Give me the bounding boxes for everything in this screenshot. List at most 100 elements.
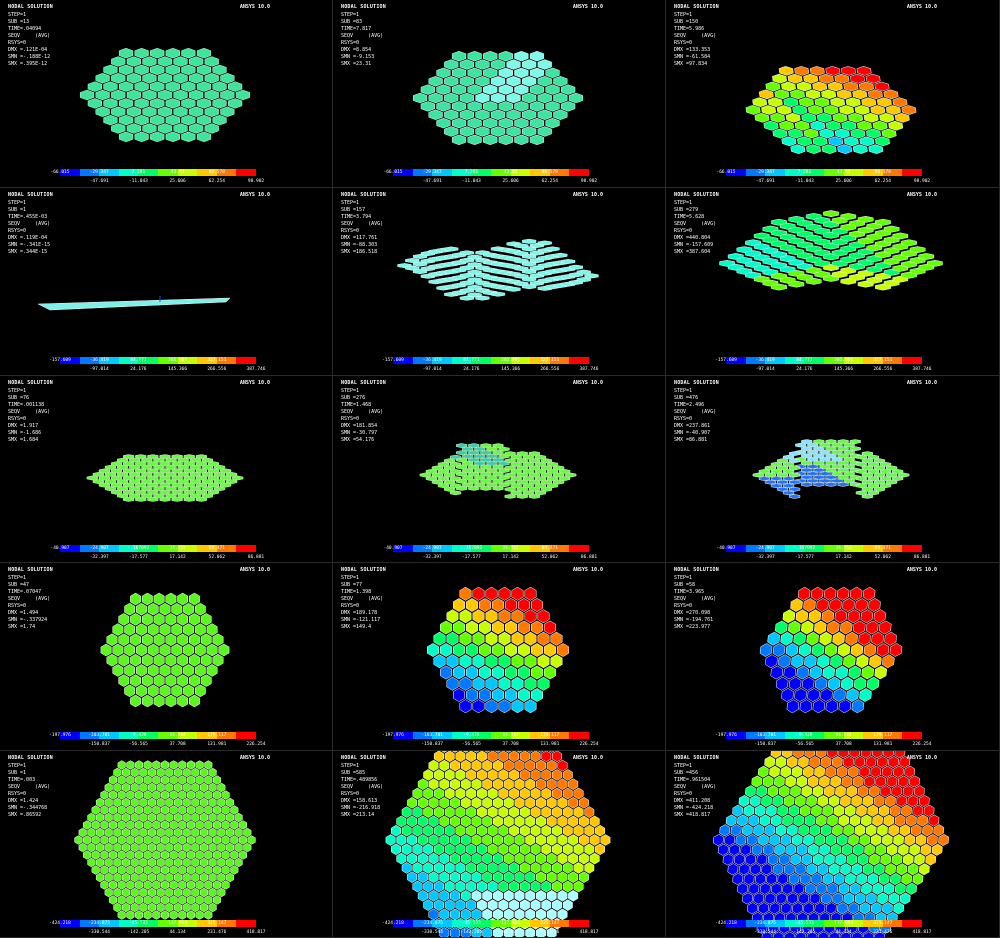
- hex-cell: [483, 50, 498, 62]
- hex-cell: [876, 756, 888, 768]
- hex-cell: [110, 489, 123, 495]
- legend-swatch: [530, 545, 550, 552]
- hex-cell: [796, 665, 810, 680]
- info-line: STEP=1: [8, 763, 27, 769]
- legend-label: -142.205: [460, 930, 483, 935]
- hex-cell: [139, 857, 148, 868]
- legend-label: 179.117: [540, 733, 560, 738]
- hex-cell: [459, 295, 474, 301]
- hex-cell: [183, 454, 195, 459]
- hex-cell: [95, 797, 105, 808]
- hex-cell: [841, 843, 853, 856]
- info-line: RSYS=0: [674, 603, 693, 609]
- hex-cell: [459, 126, 474, 137]
- hex-cell: [152, 865, 161, 875]
- hex-cell: [136, 623, 147, 636]
- hex-cell: [843, 756, 854, 768]
- hex-cell: [134, 880, 144, 890]
- hex-cell: [135, 454, 147, 459]
- hex-cell: [483, 117, 498, 129]
- hex-cell: [204, 106, 219, 117]
- hex-cell: [460, 778, 471, 790]
- solution-info: STEP=1 SUB =13 TIME=.04094 SEQV (AVG) RSYS=0…: [8, 12, 50, 68]
- hex-cell: [789, 465, 801, 471]
- hex-cell: [530, 751, 541, 763]
- legend-swatch: [823, 920, 844, 927]
- hex-cell: [100, 643, 112, 657]
- hex-cell: [791, 902, 803, 915]
- hex-cell: [113, 812, 122, 823]
- hex-cell: [753, 892, 765, 905]
- hex-cell: [134, 81, 149, 92]
- hex-cell: [173, 106, 188, 117]
- hex-cell: [476, 769, 487, 781]
- hex-cell: [788, 128, 804, 139]
- hex-cell: [189, 56, 204, 67]
- hex-cell: [160, 910, 170, 920]
- hex-cell: [130, 842, 139, 853]
- info-line: SEQV (AVG): [8, 409, 51, 415]
- hex-cell: [546, 834, 557, 846]
- hex-cell: [147, 857, 157, 868]
- hex-cell: [108, 865, 118, 875]
- hex-cell: [781, 751, 793, 759]
- hex-cell: [931, 843, 943, 856]
- hex-cell: [116, 479, 129, 484]
- hex-cell: [524, 609, 537, 624]
- hex-cell: [141, 464, 153, 470]
- hex-cell: [498, 806, 509, 818]
- hex-cell: [758, 834, 769, 846]
- legend-label: 37.708: [835, 742, 852, 747]
- hex-cell: [884, 631, 897, 646]
- hex-cell: [110, 468, 123, 474]
- info-line: SMX =418.817: [674, 812, 711, 818]
- hex-cell: [774, 89, 790, 100]
- hex-cell: [761, 105, 777, 115]
- hex-cell: [186, 805, 196, 815]
- hex-cell: [108, 790, 118, 800]
- hex-cell: [152, 805, 161, 815]
- hex-cell: [782, 483, 795, 489]
- hex-cell: [165, 872, 174, 883]
- hex-cell: [511, 699, 524, 714]
- hex-cell: [522, 284, 537, 290]
- hex-cell: [541, 806, 552, 818]
- hex-cell: [82, 820, 92, 830]
- hex-cell: [116, 457, 129, 463]
- legend-label: 325.147: [207, 921, 227, 926]
- hex-cell: [825, 120, 841, 131]
- hex-cell: [528, 486, 540, 492]
- hex-cell: [475, 109, 490, 120]
- hex-cell: [123, 482, 135, 488]
- hex-cell: [522, 276, 537, 282]
- hex-cell: [112, 664, 124, 677]
- hex-cell: [182, 827, 191, 838]
- hex-cell: [837, 460, 849, 466]
- legend-label: 226.254: [579, 742, 599, 747]
- hex-cell: [492, 598, 504, 612]
- hex-cell: [126, 775, 135, 785]
- legend-label: 69.471: [208, 546, 225, 551]
- hex-cell: [725, 814, 737, 827]
- hex-cell: [557, 890, 568, 902]
- hex-cell: [578, 871, 589, 883]
- hex-cell: [543, 665, 556, 680]
- legend-swatch: [118, 169, 139, 176]
- hex-cell: [780, 902, 792, 915]
- hex-cell: [460, 797, 471, 809]
- hex-cell: [212, 805, 222, 815]
- legend-swatch: [549, 169, 570, 176]
- hex-cell: [770, 469, 783, 474]
- hex-cell: [471, 927, 482, 937]
- hex-cell: [449, 476, 462, 481]
- legend-swatch: [804, 357, 824, 364]
- legend-labels-top: -197.976 -103.701 -9.428 84.844 179.117: [382, 733, 599, 740]
- hex-cell: [177, 653, 189, 667]
- hex-cell: [537, 126, 552, 137]
- hex-cell: [129, 457, 141, 463]
- hex-cell: [160, 880, 170, 890]
- info-line: DMX =133.353: [674, 47, 711, 53]
- hex-cell: [204, 910, 213, 920]
- panel-title: NODAL SOLUTION: [341, 567, 386, 573]
- legend-label: 131.981: [207, 742, 227, 747]
